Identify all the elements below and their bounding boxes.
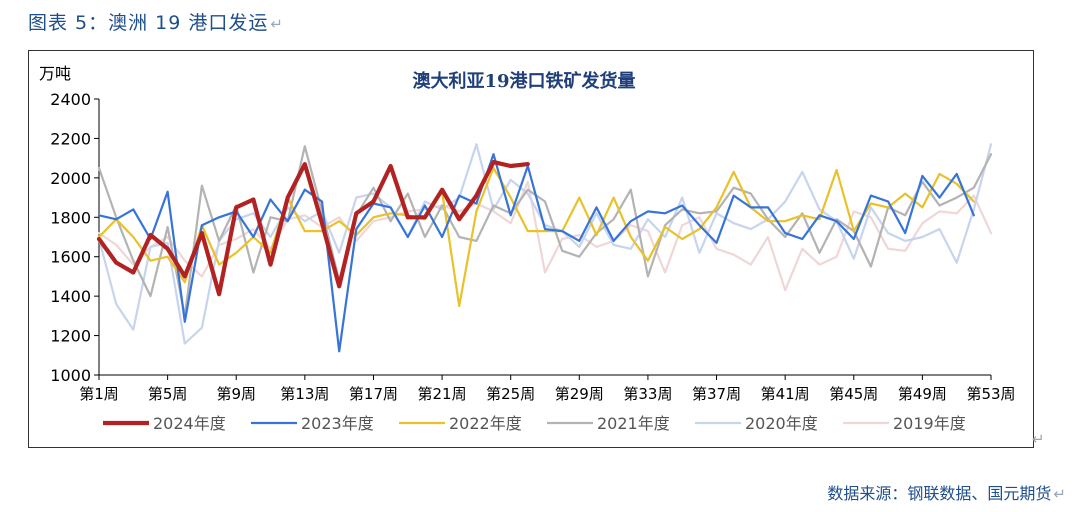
x-tick-label: 第13周: [280, 385, 329, 403]
x-tick-label: 第33周: [623, 385, 672, 403]
series-line: [97, 143, 993, 345]
x-tick-label: 第1周: [79, 385, 119, 403]
legend-label: 2020年度: [745, 414, 818, 433]
series-line: [97, 153, 975, 353]
x-tick-label: 第25周: [486, 385, 535, 403]
y-axis-unit: 万吨: [39, 64, 71, 83]
return-mark-icon: ↵: [1053, 485, 1066, 503]
source-text: 数据来源：钢联数据、国元期货: [827, 484, 1052, 503]
series-line: [96, 160, 530, 297]
y-tick-label: 2200: [50, 129, 91, 148]
x-tick-label: 第9周: [216, 385, 256, 403]
figure-caption-text: 图表 5：澳洲 19 港口发运: [28, 12, 269, 34]
return-mark-icon: ↵: [1032, 430, 1045, 448]
y-tick-label: 1600: [50, 248, 91, 267]
x-tick-label: 第37周: [692, 385, 741, 403]
y-tick-label: 1000: [50, 366, 91, 385]
return-mark-icon: ↵: [270, 15, 284, 33]
y-tick-label: 1800: [50, 208, 91, 227]
legend-label: 2023年度: [301, 414, 374, 433]
source-note: 数据来源：钢联数据、国元期货 ↵: [827, 480, 1066, 504]
legend-label: 2022年度: [449, 414, 522, 433]
x-tick-label: 第53周: [966, 385, 1015, 403]
legend-label: 2024年度: [153, 414, 226, 433]
chart-title: 澳大利亚19港口铁矿发货量: [412, 70, 635, 92]
series-line: [97, 145, 993, 317]
series-line: [97, 166, 975, 308]
y-tick-label: 2400: [50, 90, 91, 109]
x-tick-label: 第5周: [148, 385, 188, 403]
legend-label: 2019年度: [893, 414, 966, 433]
line-chart: 澳大利亚19港口铁矿发货量 万吨 1000 1200 1400 1600 1800 200…: [39, 64, 1016, 433]
y-tick-label: 2000: [50, 169, 91, 188]
chart-frame: 澳大利亚19港口铁矿发货量 万吨 1000 1200 1400 1600 1800 200…: [28, 50, 1034, 448]
x-tick-label: 第29周: [555, 385, 604, 403]
legend: 2024年度 2023年度 2022年度 2021年度 2020年度 2019年度: [103, 414, 966, 433]
x-tick-label: 第41周: [761, 385, 810, 403]
legend-label: 2021年度: [597, 414, 670, 433]
x-tick-label: 第45周: [829, 385, 878, 403]
x-tick-label: 第21周: [418, 385, 467, 403]
x-tick-label: 第49周: [898, 385, 947, 403]
figure-caption: 图表 5：澳洲 19 港口发运 ↵: [28, 8, 284, 35]
axes: 1000 1200 1400 1600 1800 2000 2200 2400 第1周 第5周 第9…: [50, 90, 1015, 403]
y-tick-label: 1400: [50, 287, 91, 306]
series-lines: [96, 143, 993, 353]
x-tick-label: 第17周: [349, 385, 398, 403]
series-line: [97, 180, 993, 292]
y-tick-label: 1200: [50, 327, 91, 346]
